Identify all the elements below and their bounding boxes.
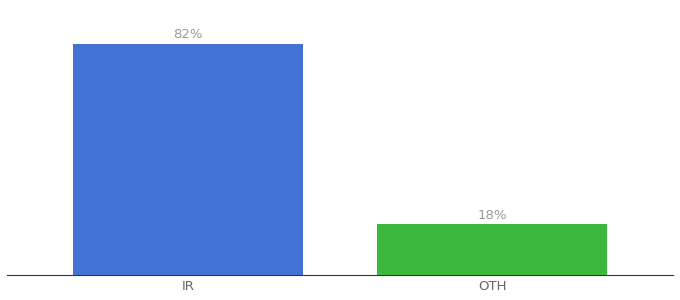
Bar (377, 224, 607, 275)
Text: 82%: 82% (173, 28, 203, 41)
Bar (73, 44, 303, 275)
Text: 18%: 18% (477, 208, 507, 221)
